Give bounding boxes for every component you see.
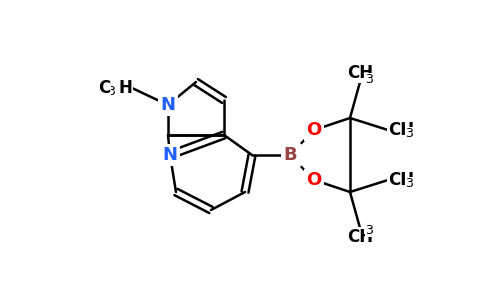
Text: CH: CH xyxy=(347,64,373,82)
Text: N: N xyxy=(163,146,178,164)
Text: C: C xyxy=(98,79,110,97)
Text: CH: CH xyxy=(347,228,373,246)
Text: N: N xyxy=(161,96,176,114)
Text: O: O xyxy=(306,171,322,189)
Text: CH: CH xyxy=(388,121,414,139)
Text: 3: 3 xyxy=(365,224,373,237)
Text: 3: 3 xyxy=(365,73,373,86)
Text: H: H xyxy=(118,79,132,97)
Text: B: B xyxy=(283,146,297,164)
Text: O: O xyxy=(306,121,322,139)
Text: CH: CH xyxy=(388,171,414,189)
Text: 3: 3 xyxy=(405,127,413,140)
Text: 3: 3 xyxy=(405,177,413,190)
Text: 3: 3 xyxy=(107,85,115,98)
